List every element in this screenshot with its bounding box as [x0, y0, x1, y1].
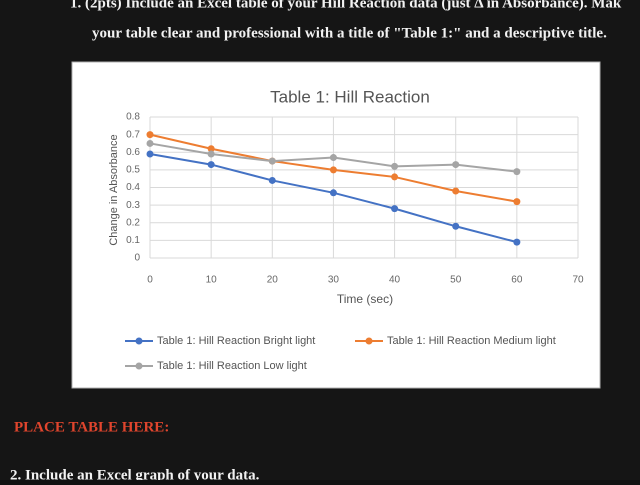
data-point — [452, 161, 460, 169]
data-point — [329, 166, 337, 174]
y-tick-label: 0 — [134, 253, 140, 264]
legend-label: Table 1: Hill Reaction Bright light — [157, 335, 315, 347]
x-tick-label: 50 — [450, 275, 462, 286]
legend-swatch — [365, 337, 373, 345]
data-point — [513, 168, 521, 176]
data-point — [391, 162, 399, 170]
x-tick-label: 60 — [511, 275, 523, 286]
instruction: your table clear and professional with a… — [92, 25, 607, 41]
x-tick-label: 10 — [206, 275, 218, 286]
placeholder-text: PLACE TABLE HERE: — [14, 419, 169, 435]
x-tick-label: 20 — [267, 275, 279, 286]
y-tick-label: 0.4 — [126, 182, 140, 193]
x-tick-label: 0 — [147, 275, 153, 286]
instruction: 2. Include an Excel graph of your data. — [10, 467, 260, 480]
x-tick-label: 40 — [389, 275, 401, 286]
data-point — [329, 189, 337, 197]
data-point — [391, 173, 399, 181]
data-point — [329, 154, 337, 162]
y-tick-label: 0.5 — [126, 165, 140, 176]
data-point — [207, 150, 215, 158]
data-point — [513, 198, 521, 206]
legend-swatch — [135, 362, 143, 370]
x-tick-label: 30 — [328, 275, 340, 286]
y-tick-label: 0.6 — [126, 147, 140, 158]
x-axis-title: Time (sec) — [337, 292, 393, 306]
data-point — [146, 150, 154, 158]
y-tick-label: 0.1 — [126, 235, 140, 246]
data-point — [391, 205, 399, 213]
data-point — [268, 157, 276, 165]
data-point — [452, 222, 460, 230]
legend-label: Table 1: Hill Reaction Medium light — [387, 335, 556, 347]
x-tick-label: 70 — [572, 275, 584, 286]
data-point — [513, 238, 521, 246]
data-point — [146, 139, 154, 147]
instruction: 1. (2pts) Include an Excel table of your… — [70, 0, 622, 11]
chart-frame — [71, 61, 601, 389]
y-axis-title: Change in Absorbance — [108, 134, 120, 245]
y-tick-label: 0.8 — [126, 112, 140, 123]
legend-label: Table 1: Hill Reaction Low light — [157, 360, 307, 372]
legend-swatch — [135, 337, 143, 345]
y-tick-label: 0.7 — [126, 129, 140, 140]
data-point — [207, 145, 215, 153]
data-point — [146, 131, 154, 139]
y-tick-label: 0.2 — [126, 217, 140, 228]
data-point — [268, 176, 276, 184]
chart-title: Table 1: Hill Reaction — [270, 87, 430, 106]
data-point — [207, 161, 215, 169]
y-tick-label: 0.3 — [126, 200, 140, 211]
data-point — [452, 187, 460, 195]
